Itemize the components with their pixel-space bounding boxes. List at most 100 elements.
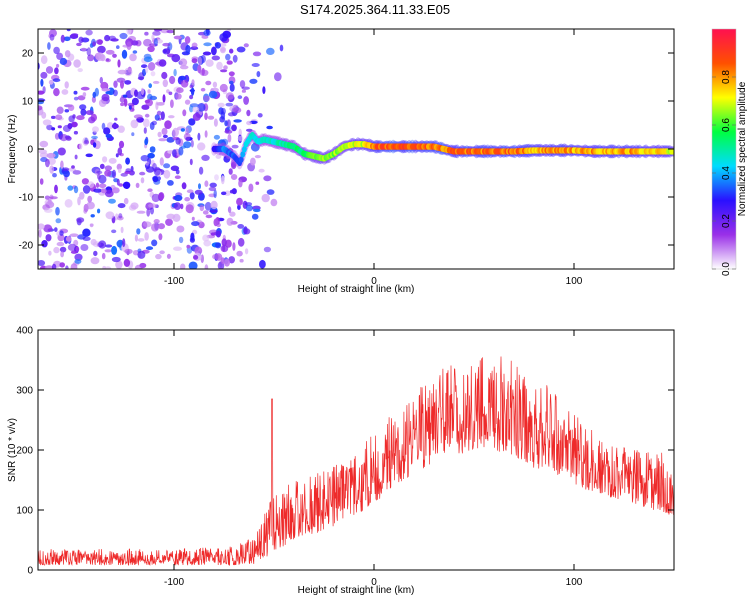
noise-blob — [176, 225, 185, 233]
noise-blob — [147, 89, 151, 94]
noise-blob — [105, 211, 115, 220]
noise-blob — [120, 102, 125, 107]
noise-blob — [197, 103, 206, 112]
noise-blob — [144, 31, 149, 36]
noise-blob — [200, 87, 206, 92]
noise-blob — [65, 265, 69, 269]
noise-blob — [181, 182, 187, 190]
noise-blob — [74, 259, 82, 264]
noise-blob — [166, 213, 176, 220]
noise-blob — [54, 184, 58, 194]
colorbar-tick-label: 0.6 — [721, 118, 732, 132]
spectrogram-x-tick-label: -100 — [164, 276, 184, 287]
noise-blob — [119, 96, 126, 103]
noise-blob — [179, 75, 186, 81]
noise-blob — [192, 106, 200, 113]
noise-blob — [108, 198, 116, 204]
spectrogram-x-tick-label: 100 — [566, 276, 583, 287]
noise-blob — [198, 56, 203, 65]
noise-blob — [193, 255, 199, 260]
noise-blob — [79, 191, 85, 200]
noise-blob — [231, 161, 237, 170]
noise-blob — [163, 163, 171, 169]
noise-blob — [114, 117, 118, 121]
noise-blob — [136, 210, 146, 214]
noise-blob — [40, 55, 48, 65]
noise-blob — [172, 127, 179, 137]
spectrogram-y-tick-label: 10 — [22, 97, 34, 108]
snr-x-label: Height of straight line (km) — [298, 585, 415, 596]
noise-blob — [198, 166, 204, 175]
noise-blob — [221, 191, 227, 196]
noise-blob — [134, 89, 138, 97]
colorbar-tick-label: 0.4 — [721, 166, 732, 180]
noise-blob — [146, 208, 151, 217]
noise-blob — [73, 90, 78, 95]
noise-blob — [239, 258, 244, 263]
noise-blob — [186, 244, 191, 249]
noise-blob — [115, 153, 119, 158]
noise-blob — [169, 75, 176, 85]
noise-blob — [220, 69, 228, 73]
noise-blob — [246, 128, 253, 132]
noise-blob — [194, 189, 203, 195]
noise-blob — [215, 242, 222, 249]
noise-blob — [92, 142, 97, 148]
snr-x-tick-label: -100 — [164, 577, 184, 588]
noise-blob — [228, 256, 235, 264]
noise-blob — [147, 188, 153, 192]
noise-blob — [203, 239, 211, 247]
noise-blob — [215, 42, 221, 49]
noise-blob — [70, 33, 79, 37]
noise-blob — [52, 78, 61, 83]
noise-blob — [115, 260, 123, 269]
noise-blob — [191, 42, 198, 48]
noise-blob — [124, 248, 133, 254]
noise-blob — [151, 223, 159, 232]
noise-blob — [161, 71, 168, 80]
noise-blob — [225, 92, 234, 100]
noise-blob — [67, 167, 77, 172]
noise-blob — [157, 223, 165, 230]
noise-blob — [107, 122, 114, 130]
noise-blob — [208, 90, 218, 99]
noise-blob — [213, 218, 219, 227]
noise-blob — [227, 112, 235, 117]
noise-blob — [116, 178, 120, 186]
noise-blob — [246, 109, 251, 117]
noise-blob — [205, 214, 213, 219]
noise-blob — [170, 99, 174, 108]
noise-blob — [85, 153, 93, 158]
noise-blob — [140, 155, 149, 162]
noise-blob — [149, 146, 156, 153]
noise-blob — [166, 29, 175, 34]
noise-blob — [137, 250, 146, 259]
snr-y-tick-label: 200 — [16, 446, 33, 457]
noise-blob — [226, 60, 233, 65]
noise-blob — [202, 234, 210, 242]
noise-blob — [244, 248, 249, 255]
noise-blob — [189, 192, 195, 200]
noise-blob — [224, 129, 233, 134]
noise-blob — [257, 113, 263, 118]
noise-blob — [136, 228, 141, 235]
noise-blob — [122, 181, 131, 189]
noise-blob — [173, 202, 182, 211]
noise-blob — [129, 53, 137, 62]
noise-blob — [44, 208, 53, 213]
noise-blob — [237, 237, 245, 247]
noise-blob — [45, 66, 54, 74]
noise-blob — [160, 111, 165, 120]
noise-blob — [145, 66, 149, 74]
noise-blob — [250, 142, 260, 152]
noise-blob — [178, 146, 184, 156]
noise-blob — [259, 259, 266, 269]
noise-blob — [209, 209, 218, 213]
noise-blob — [126, 41, 132, 50]
noise-blob — [147, 45, 155, 53]
noise-blob — [91, 96, 96, 103]
noise-blob — [243, 96, 250, 105]
noise-blob — [143, 56, 153, 63]
noise-blob — [120, 80, 124, 89]
